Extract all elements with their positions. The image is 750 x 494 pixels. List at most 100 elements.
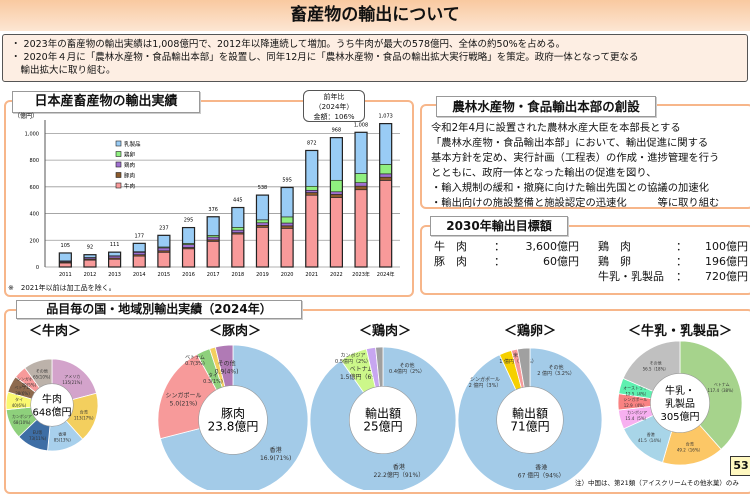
bar-segment-鶏卵	[380, 164, 392, 173]
bar-total-label: 538	[258, 185, 268, 191]
bar-segment-乳製品	[306, 150, 318, 186]
bar-segment-鶏肉	[355, 183, 367, 186]
x-tick-label: 2014	[133, 272, 146, 278]
text-line: 「農林水産物・食品輸出本部」において、輸出促進に関する	[431, 136, 719, 151]
slice-label: その他	[36, 368, 48, 374]
pie-4: ベトナム117.4（38%）台湾49.2（16%）香港41.5（14%）カンボジ…	[618, 341, 742, 465]
bar-segment-牛肉	[183, 249, 195, 267]
bar-segment-牛肉	[355, 190, 367, 267]
bar-segment-鶏肉	[183, 245, 195, 248]
x-tick-label: 2022	[330, 272, 343, 278]
slice-value: 0.9(4%)	[215, 368, 239, 375]
target-label: 牛 肉	[434, 240, 467, 253]
bar-segment-鶏卵	[232, 227, 244, 230]
bar-total-label: 237	[159, 225, 169, 231]
y-tick-label: 0	[36, 265, 39, 271]
x-tick-label: 2017	[207, 272, 220, 278]
x-tick-label: 2019	[256, 272, 269, 278]
bar-segment-豚肉	[281, 226, 293, 229]
slice-value: 73(11%)	[29, 436, 47, 441]
bar-total-label: 872	[307, 140, 317, 146]
summary-notes: ・ 2023年の畜産物の輸出実績は1,008億円で、2012年以降連続して増加。…	[2, 34, 748, 82]
text-line: 令和2年4月に設置された農林水産大臣を本部長とする	[431, 121, 719, 136]
target-eggs: 鶏 卵：196億円	[598, 255, 631, 269]
x-tick-label: 2018	[231, 272, 244, 278]
slice-label: ベトナム	[714, 381, 730, 387]
target-value: 720億円	[688, 270, 748, 284]
callout-line: 前年比	[304, 92, 364, 102]
slice-label: 香港	[393, 463, 405, 471]
legend-swatch	[116, 141, 121, 146]
headquarters-text: 令和2年4月に設置された農林水産大臣を本部長とする 「農林水産物・食品輸出本部」…	[431, 121, 719, 211]
legend-swatch	[116, 173, 121, 178]
pie-charts: アメリカ135(21%)台湾113(17%)香港85(13%)EU等73(11%…	[0, 335, 750, 490]
x-tick-label: 2013	[108, 272, 121, 278]
slice-value: 2 億円（3.2%）	[537, 370, 574, 377]
bar-segment-鶏卵	[306, 186, 318, 190]
y-tick-label: 1,000	[25, 131, 39, 137]
bar-segment-牛肉	[232, 234, 244, 267]
target-value: 3,600億円	[514, 240, 579, 254]
legend-label: 豚肉	[124, 172, 135, 180]
slice-value: 40(6%)	[12, 403, 27, 408]
target-pork: 豚 肉：60億円	[434, 255, 467, 269]
bar-segment-豚肉	[380, 177, 392, 180]
slice-label: その他	[218, 359, 236, 367]
x-tick-label: 2023年	[352, 271, 370, 278]
bar-segment-鶏卵	[330, 180, 342, 191]
note-line: ・ 2023年の畜産物の輸出実績は1,008億円で、2012年以降連続して増加。…	[11, 38, 739, 51]
slice-label: シンガポール	[165, 392, 201, 400]
bar-segment-乳製品	[380, 124, 392, 165]
slice-label: 香港	[535, 464, 547, 472]
slice-label: シンガポール	[470, 376, 500, 383]
slice-label: その他	[399, 362, 414, 369]
bar-total-label: 595	[282, 177, 292, 183]
pie-center-label: 23.8億円	[208, 420, 259, 434]
bar-segment-牛肉	[281, 228, 293, 267]
slice-value: 2 億円（3%）	[469, 382, 502, 389]
slice-value: 1 億円（1.5%）	[499, 358, 536, 365]
bar-segment-牛肉	[207, 241, 219, 267]
target-label: 鶏 卵	[598, 255, 631, 268]
bar-segment-牛肉	[84, 260, 96, 267]
legend-label: 牛肉	[124, 182, 135, 190]
y-tick-label: 600	[29, 185, 39, 191]
slice-label: カンボジア	[340, 352, 365, 359]
slice-label: EU等	[33, 429, 42, 435]
x-tick-label: 2021	[305, 272, 318, 278]
slice-value: 56.5（18%）	[643, 367, 669, 372]
note-line: ・ 2020年４月に「農林水産物・食品輸出本部」を設置し、同年12月に「農林水産…	[11, 51, 739, 64]
bar-segment-乳製品	[158, 235, 170, 247]
target-beef: 牛 肉：3,600億円	[434, 240, 467, 254]
target-label: 牛乳・乳製品	[598, 270, 664, 283]
slice-label: 香港	[647, 431, 655, 437]
slice-value: 38(6%)	[15, 391, 30, 396]
bar-segment-牛肉	[109, 259, 121, 267]
target-chicken: 鶏 肉：100億円	[598, 240, 631, 254]
bar-segment-乳製品	[330, 138, 342, 181]
x-tick-label: 2016	[182, 272, 195, 278]
x-tick-label: 2020	[281, 272, 294, 278]
bar-segment-乳製品	[207, 217, 219, 236]
slice-value: 41.5（14%）	[638, 438, 664, 443]
x-tick-label: 2012	[84, 272, 97, 278]
y-axis-label: （億円）	[14, 112, 38, 120]
bar-total-label: 376	[208, 207, 218, 213]
slice-value: 5.0(21%)	[170, 401, 198, 408]
legend-label: 乳製品	[124, 140, 141, 148]
text-line: ・輸出向けの施設整備と施設認定の迅速化 等に取り組む	[431, 196, 719, 211]
bar-total-label: 968	[332, 128, 342, 134]
slice-label: タイ	[15, 396, 23, 402]
bar-segment-鶏肉	[330, 192, 342, 195]
slice-label: アメリカ	[64, 374, 80, 379]
bar-segment-鶏卵	[256, 220, 268, 223]
pie-center-label: 豚肉	[221, 407, 245, 421]
bar-segment-鶏肉	[232, 230, 244, 233]
bar-segment-鶏卵	[355, 173, 367, 182]
bar-segment-乳製品	[232, 208, 244, 228]
bar-segment-鶏肉	[158, 248, 170, 251]
y-tick-label: 400	[29, 212, 39, 218]
page-title: 畜産物の輸出について	[0, 0, 750, 31]
bar-segment-鶏肉	[306, 190, 318, 192]
